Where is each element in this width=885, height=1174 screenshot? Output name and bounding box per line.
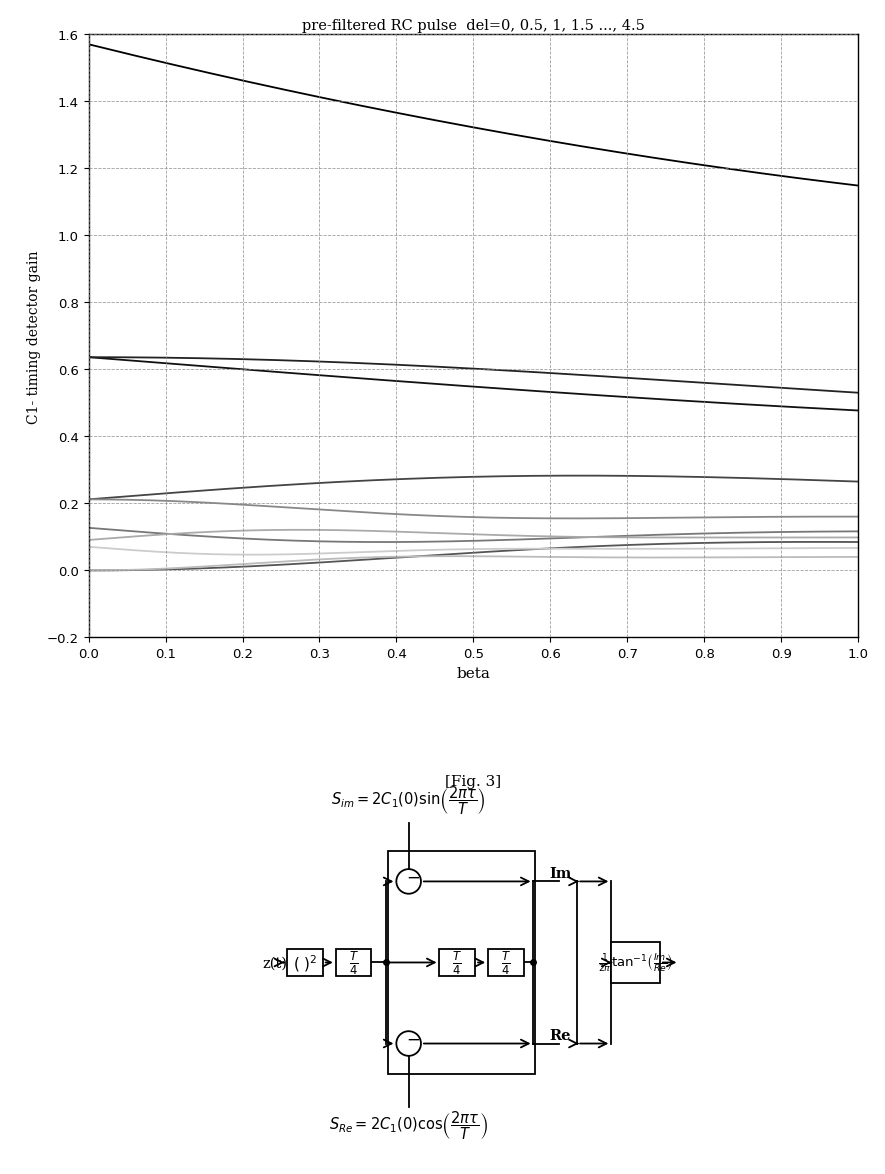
FancyBboxPatch shape <box>440 949 475 977</box>
FancyBboxPatch shape <box>335 949 372 977</box>
Text: $S_{im} = 2C_1(0)\sin\!\left(\dfrac{2\pi\tau}{T}\right)$: $S_{im} = 2C_1(0)\sin\!\left(\dfrac{2\pi… <box>331 784 486 817</box>
Text: [Fig. 3]: [Fig. 3] <box>445 775 502 789</box>
Text: $-$: $-$ <box>406 1030 420 1046</box>
Circle shape <box>396 869 421 893</box>
Text: $\frac{T}{4}$: $\frac{T}{4}$ <box>452 949 462 977</box>
Text: $S_{Re} = 2C_1(0)\cos\!\left(\dfrac{2\pi\tau}{T}\right)$: $S_{Re} = 2C_1(0)\cos\!\left(\dfrac{2\pi… <box>329 1108 489 1141</box>
Text: z(t): z(t) <box>263 956 288 970</box>
Text: $(\;)^2$: $(\;)^2$ <box>293 952 317 973</box>
FancyBboxPatch shape <box>488 949 524 977</box>
Y-axis label: C1- timing detector gain: C1- timing detector gain <box>27 250 41 423</box>
Text: Re: Re <box>550 1028 571 1043</box>
Text: $\frac{T}{4}$: $\frac{T}{4}$ <box>349 949 358 977</box>
FancyBboxPatch shape <box>612 942 660 984</box>
FancyBboxPatch shape <box>287 949 323 977</box>
Text: Im: Im <box>550 866 572 880</box>
Circle shape <box>396 1031 421 1055</box>
X-axis label: beta: beta <box>457 666 490 680</box>
Text: $\frac{1}{2\pi}\tan^{-1}\!\left(\frac{Im}{Re}\right)$: $\frac{1}{2\pi}\tan^{-1}\!\left(\frac{Im… <box>598 952 673 973</box>
Text: $\frac{T}{4}$: $\frac{T}{4}$ <box>501 949 511 977</box>
Text: $-$: $-$ <box>406 868 420 884</box>
Title: pre-filtered RC pulse  del=0, 0.5, 1, 1.5 ..., 4.5: pre-filtered RC pulse del=0, 0.5, 1, 1.5… <box>302 19 645 33</box>
